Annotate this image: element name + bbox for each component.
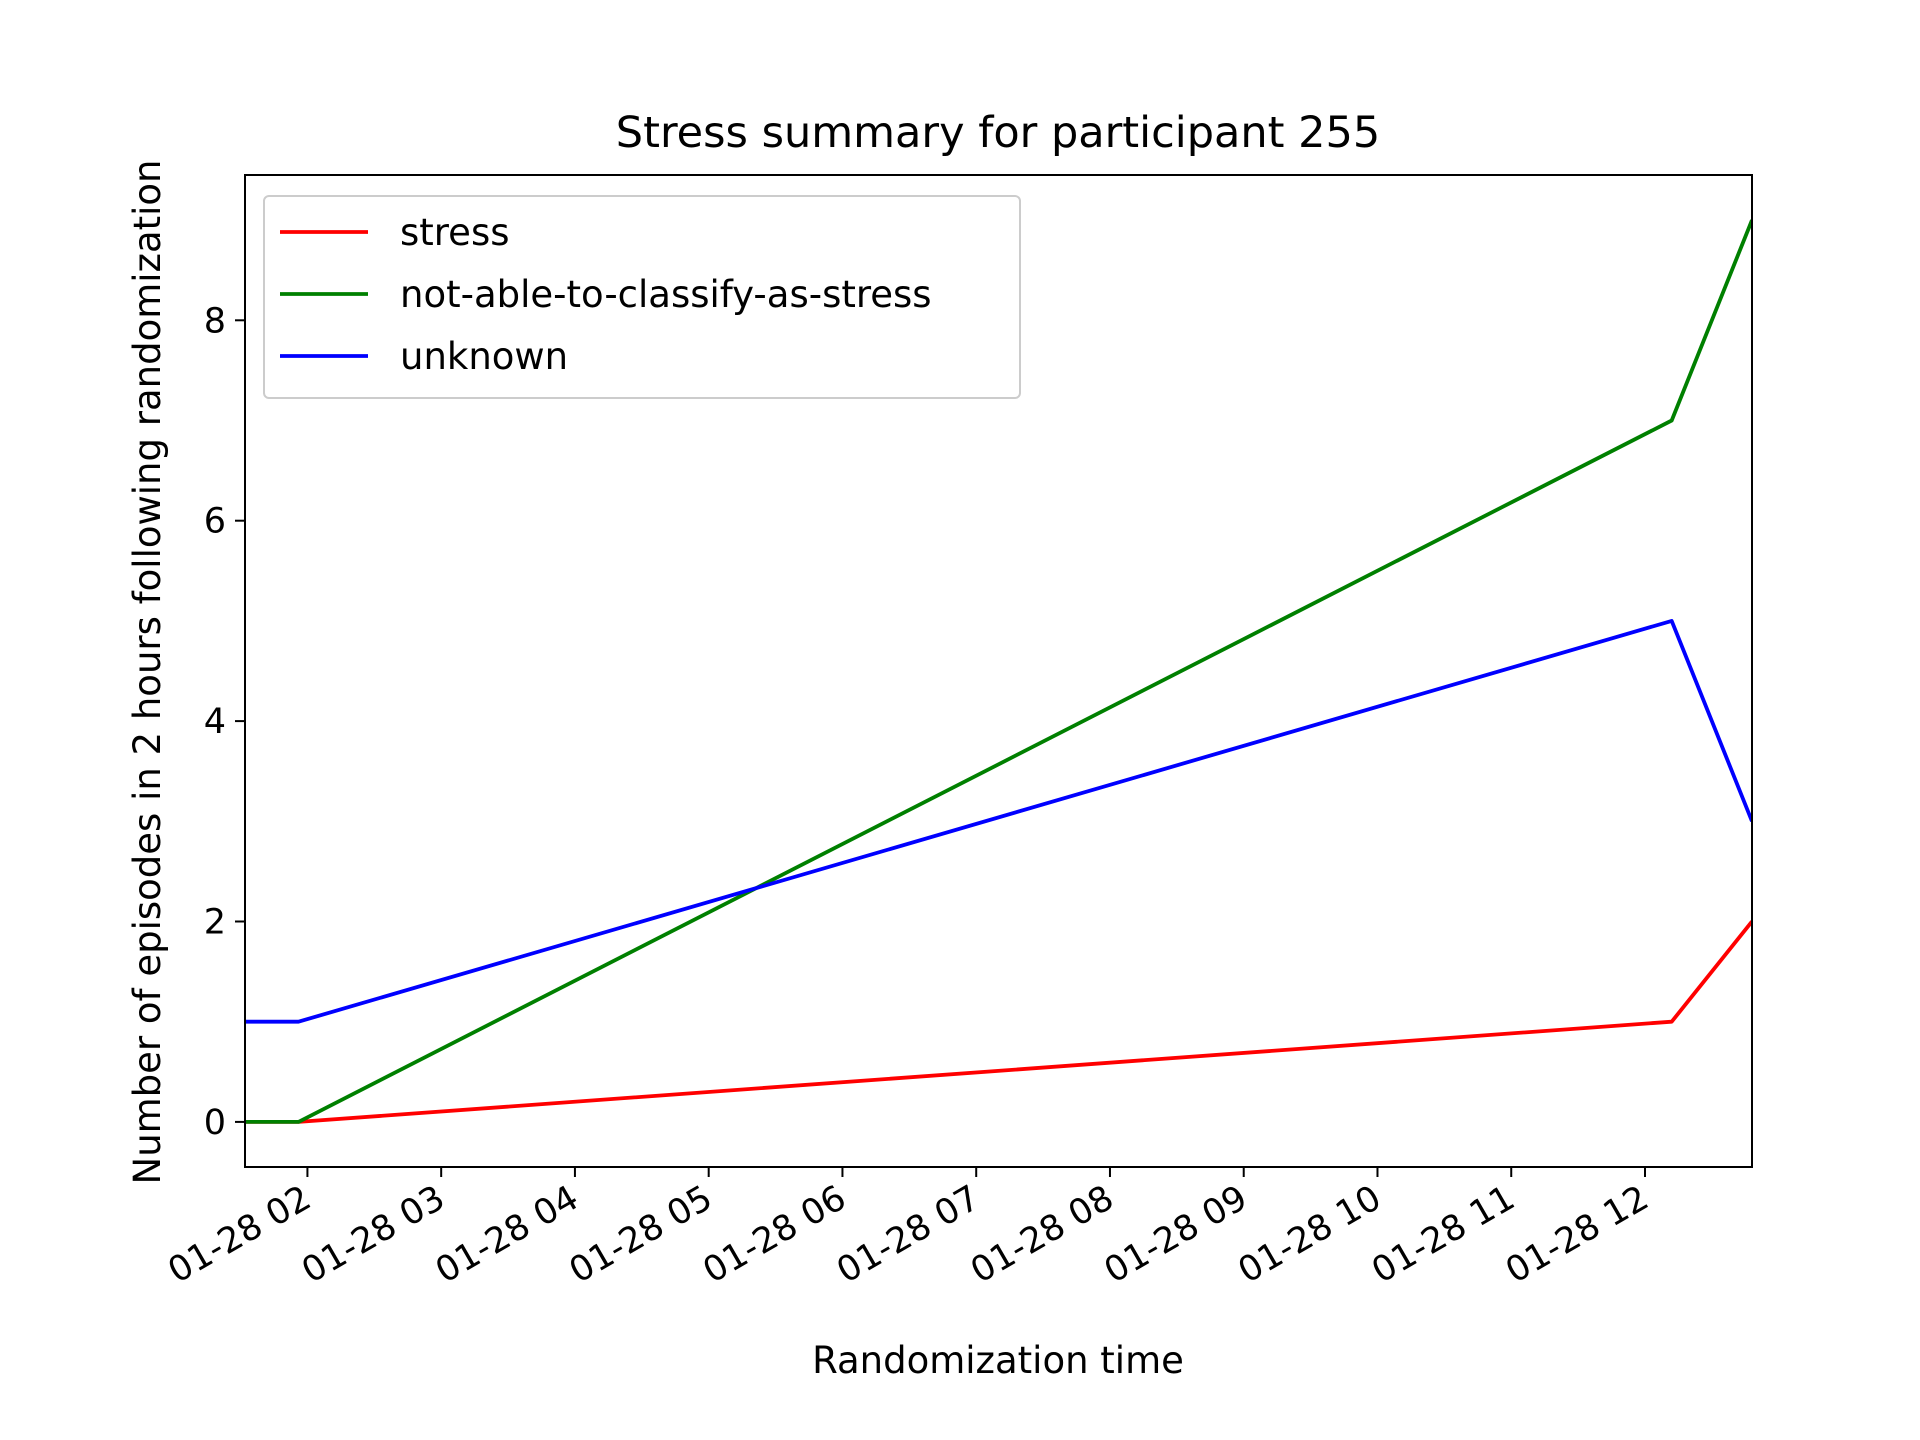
- y-axis-label: Number of episodes in 2 hours following …: [126, 160, 169, 1185]
- y-tick-label: 2: [204, 903, 226, 943]
- y-tick-label: 6: [204, 502, 226, 542]
- series-lines: [245, 219, 1752, 1124]
- plot-frame: [244, 174, 1753, 1168]
- series-line-1: [245, 219, 1752, 1124]
- chart-title: Stress summary for participant 255: [616, 108, 1380, 158]
- series-line-2: [245, 619, 1752, 1024]
- legend-box: [263, 195, 1021, 399]
- y-tick-label: 0: [204, 1103, 226, 1143]
- legend: stress not-able-to-classify-as-stress unkn…: [263, 195, 1021, 399]
- legend-label: stress: [400, 211, 510, 254]
- y-tick-label: 8: [204, 301, 226, 341]
- x-axis-label: Randomization time: [812, 1339, 1184, 1382]
- legend-label: not-able-to-classify-as-stress: [400, 273, 932, 316]
- legend-label: unknown: [400, 335, 568, 378]
- y-tick-label: 4: [204, 702, 226, 742]
